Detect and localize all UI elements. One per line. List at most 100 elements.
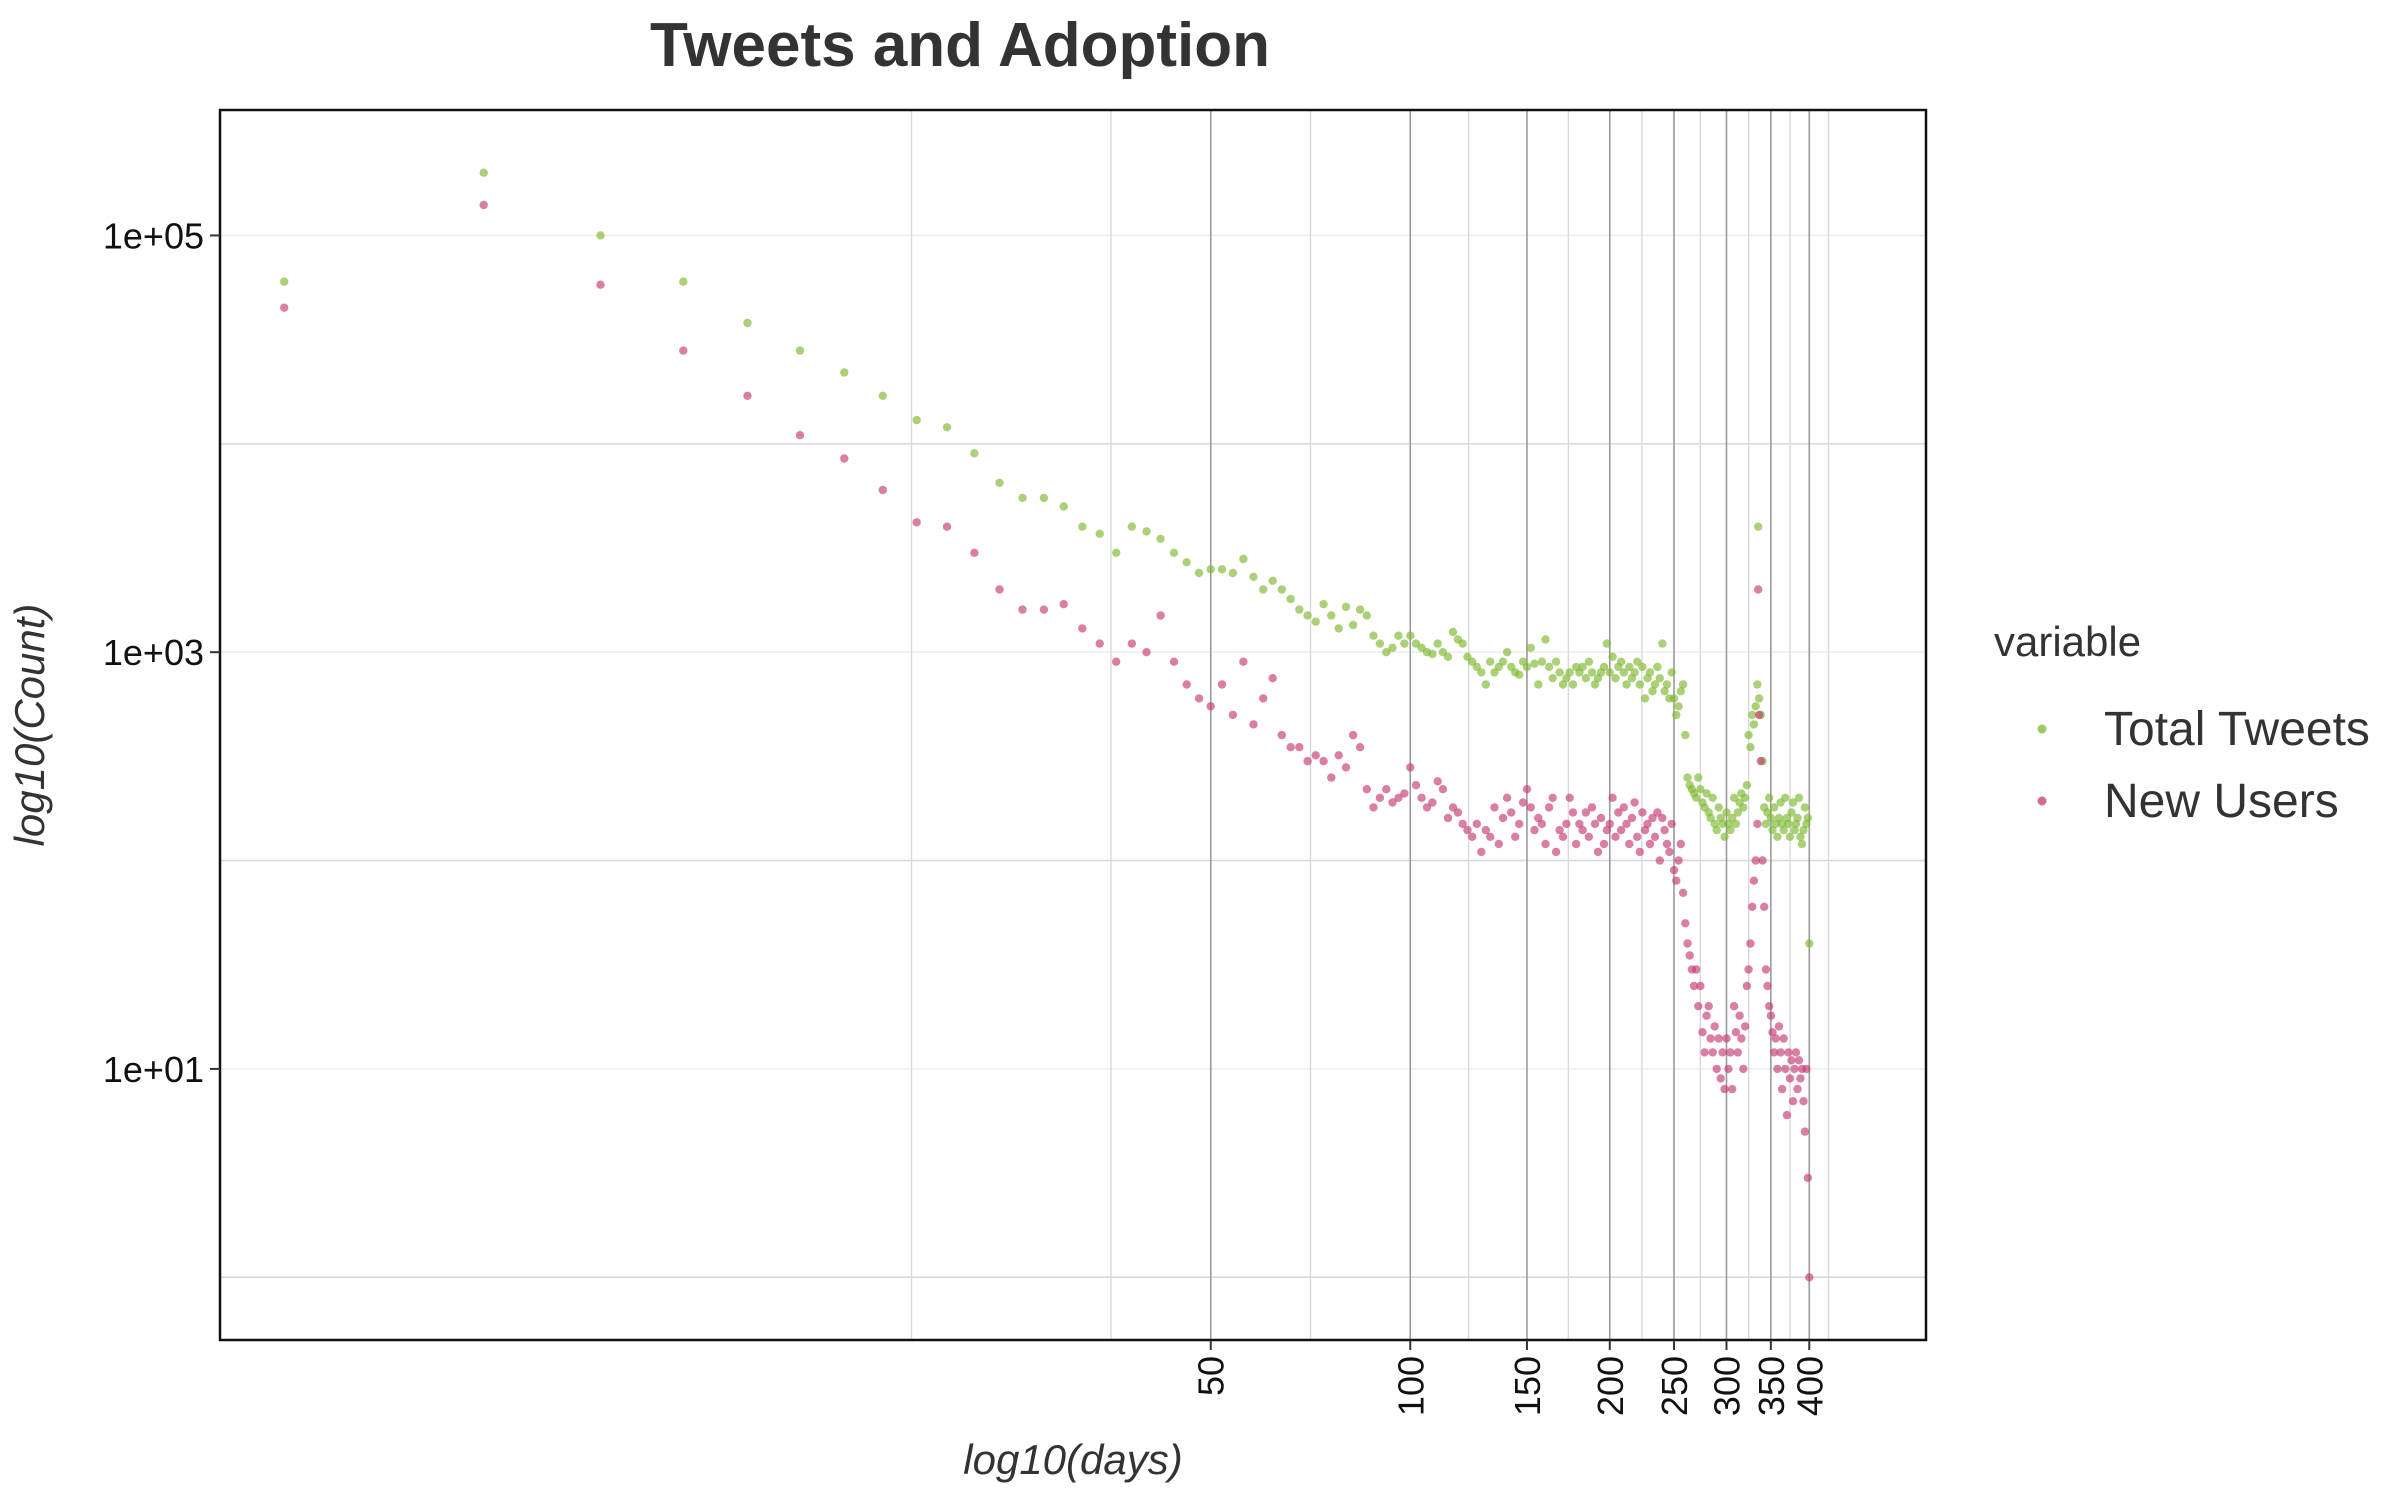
data-point bbox=[1765, 793, 1774, 802]
data-point bbox=[1453, 808, 1463, 817]
data-point bbox=[795, 431, 805, 440]
data-point bbox=[1779, 1034, 1788, 1043]
data-point bbox=[1217, 680, 1227, 689]
data-point bbox=[1522, 662, 1532, 672]
data-point bbox=[1653, 662, 1662, 672]
data-point bbox=[1581, 674, 1591, 683]
series-1-points bbox=[280, 200, 1814, 1282]
data-point bbox=[1702, 789, 1711, 798]
data-point bbox=[942, 522, 952, 531]
data-point bbox=[1494, 839, 1504, 849]
data-point bbox=[1667, 819, 1676, 829]
data-point bbox=[1433, 639, 1442, 648]
data-point bbox=[1059, 502, 1068, 511]
data-point bbox=[1714, 1034, 1723, 1043]
data-point bbox=[1735, 1011, 1744, 1020]
data-point bbox=[1375, 639, 1385, 648]
data-point bbox=[1286, 743, 1295, 752]
data-point bbox=[1018, 605, 1027, 614]
data-point bbox=[878, 485, 887, 495]
data-point bbox=[970, 449, 979, 458]
y-tick-label: 1e+05 bbox=[103, 215, 204, 256]
data-point bbox=[1596, 813, 1606, 823]
data-point bbox=[1774, 1022, 1784, 1031]
data-point bbox=[1655, 856, 1665, 865]
data-point bbox=[1782, 1110, 1792, 1120]
data-point bbox=[1268, 674, 1277, 683]
data-point bbox=[1608, 652, 1617, 661]
data-point bbox=[1334, 624, 1343, 633]
data-point bbox=[1277, 585, 1287, 594]
data-point bbox=[1095, 529, 1104, 538]
data-point bbox=[1458, 639, 1467, 648]
data-point bbox=[1676, 687, 1686, 696]
plot-panel-border bbox=[218, 108, 1928, 1342]
data-point bbox=[1733, 1048, 1743, 1057]
data-point bbox=[1382, 785, 1391, 794]
data-point bbox=[1781, 1064, 1790, 1074]
data-point bbox=[1182, 680, 1191, 689]
series-0-points bbox=[280, 168, 1814, 948]
data-point bbox=[1463, 825, 1472, 835]
data-point bbox=[1658, 639, 1667, 648]
data-point bbox=[1522, 785, 1532, 794]
data-point bbox=[1692, 793, 1701, 802]
data-point bbox=[1369, 631, 1378, 640]
data-point bbox=[1142, 527, 1151, 536]
y-tick-label: 1e+03 bbox=[103, 632, 204, 673]
legend-label-0: Total Tweets bbox=[2104, 703, 2370, 756]
data-point bbox=[1515, 819, 1524, 829]
data-point bbox=[1541, 635, 1550, 644]
data-point bbox=[1746, 939, 1755, 948]
data-point bbox=[1742, 981, 1752, 991]
data-point bbox=[1794, 1056, 1804, 1065]
data-point bbox=[1765, 1002, 1774, 1011]
legend-title: variable bbox=[1994, 618, 2141, 665]
data-point bbox=[1748, 710, 1757, 720]
data-point bbox=[743, 318, 752, 328]
data-point bbox=[1720, 1084, 1729, 1094]
data-point bbox=[1640, 694, 1650, 703]
data-point bbox=[1614, 808, 1623, 817]
data-point bbox=[1303, 611, 1312, 620]
data-point bbox=[1744, 730, 1753, 740]
y-axis-title: log10(Count) bbox=[6, 604, 53, 847]
data-point bbox=[1726, 1048, 1735, 1057]
data-point bbox=[1319, 600, 1328, 609]
data-point bbox=[1638, 662, 1647, 672]
data-point bbox=[1802, 1064, 1811, 1074]
data-point bbox=[1742, 781, 1752, 790]
data-point bbox=[1239, 554, 1248, 564]
data-point bbox=[1771, 1034, 1780, 1043]
data-point bbox=[1375, 793, 1385, 802]
legend-key-1 bbox=[2037, 796, 2047, 806]
data-point bbox=[1800, 1127, 1810, 1136]
data-point bbox=[1674, 856, 1683, 865]
data-point bbox=[1422, 803, 1432, 812]
data-point bbox=[1669, 865, 1679, 875]
data-point bbox=[1694, 773, 1703, 782]
data-point bbox=[1799, 1097, 1808, 1106]
data-point bbox=[1268, 576, 1277, 585]
data-point bbox=[1746, 743, 1755, 752]
data-point bbox=[1702, 1011, 1711, 1020]
data-point bbox=[1537, 819, 1547, 829]
data-point bbox=[1411, 781, 1421, 790]
data-point bbox=[1753, 819, 1762, 829]
data-point bbox=[1769, 1048, 1779, 1057]
data-point bbox=[1777, 1084, 1787, 1094]
data-point bbox=[840, 368, 849, 377]
data-point bbox=[1555, 825, 1564, 835]
data-point bbox=[1259, 585, 1268, 594]
data-point bbox=[1394, 793, 1403, 802]
data-point bbox=[1611, 832, 1620, 841]
data-point bbox=[1751, 856, 1760, 865]
data-point bbox=[1729, 1002, 1739, 1011]
data-point bbox=[1584, 657, 1594, 666]
data-point bbox=[1658, 813, 1667, 823]
data-point bbox=[1059, 600, 1068, 609]
data-point bbox=[1635, 680, 1645, 689]
data-point bbox=[1790, 1064, 1799, 1074]
data-point bbox=[1228, 568, 1238, 578]
data-point bbox=[1490, 803, 1499, 812]
